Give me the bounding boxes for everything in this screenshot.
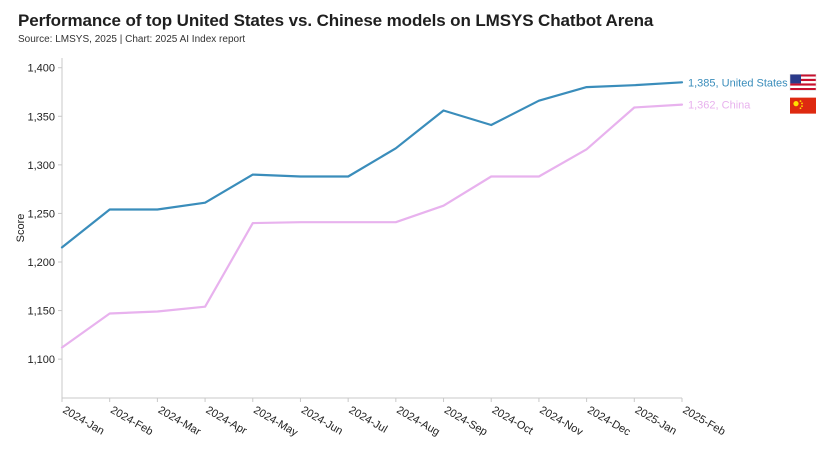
china-flag-icon — [790, 97, 816, 114]
flag-border — [789, 74, 817, 91]
flag-small-star — [799, 100, 802, 103]
y-tick-label: 1,150 — [27, 306, 55, 318]
flag-stripe — [790, 85, 816, 88]
flag-stripe — [790, 81, 816, 84]
y-tick-label: 1,300 — [27, 160, 55, 172]
y-tick-label: 1,350 — [27, 111, 55, 123]
y-tick-label: 1,250 — [27, 208, 55, 220]
flag-star — [793, 101, 799, 107]
x-tick-label: 2025-Jan — [633, 404, 679, 437]
us-flag-icon — [789, 74, 817, 91]
x-tick-label: 2024-Feb — [108, 404, 155, 438]
end-label-united-states: 1,385, United States — [688, 77, 788, 89]
x-tick-label: 2024-May — [251, 404, 300, 439]
x-tick-label: 2024-Sep — [442, 404, 489, 438]
y-tick-label: 1,200 — [27, 257, 55, 269]
flag-stripe — [790, 83, 816, 86]
y-tick-label: 1,100 — [27, 354, 55, 366]
axes: 1,100 1,150 1,200 1,250 1,300 1,350 1,400 2024-… — [15, 58, 727, 439]
flag-stripe — [790, 76, 816, 79]
x-tick-label: 2025-Feb — [681, 404, 728, 438]
x-tick-label: 2024-Mar — [156, 404, 203, 438]
y-axis-title: Score — [15, 214, 27, 243]
flag-small-star — [801, 105, 803, 108]
x-tick-label: 2024-Apr — [204, 404, 249, 437]
flag-small-star — [799, 107, 802, 110]
end-labels: 1,385, United States 1,362, China — [688, 74, 817, 114]
chart-subtitle: Source: LMSYS, 2025 | Chart: 2025 AI Ind… — [18, 34, 246, 45]
y-tick-label: 1,400 — [27, 63, 55, 75]
flag-canton — [790, 74, 801, 84]
flag-stripe — [790, 88, 816, 91]
flag-stripe — [790, 74, 816, 77]
series-line-china — [60, 103, 684, 349]
x-tick-label: 2024-Dec — [585, 404, 633, 438]
x-tick-label: 2024-Jul — [347, 404, 390, 435]
flag-stripe — [790, 78, 816, 82]
x-tick-label: 2024-Jan — [61, 404, 107, 437]
flag-small-star — [801, 102, 803, 105]
series-lines — [60, 81, 684, 349]
chart-title: Performance of top United States vs. Chi… — [18, 11, 654, 30]
flag-field — [790, 97, 816, 114]
series-line-united-states — [60, 81, 684, 249]
x-tick-label: 2024-Oct — [490, 404, 535, 437]
x-tick-label: 2024-Nov — [537, 404, 585, 438]
x-tick-label: 2024-Aug — [394, 404, 441, 438]
x-tick-label: 2024-Jun — [299, 404, 345, 437]
end-label-china: 1,362, China — [688, 100, 751, 112]
